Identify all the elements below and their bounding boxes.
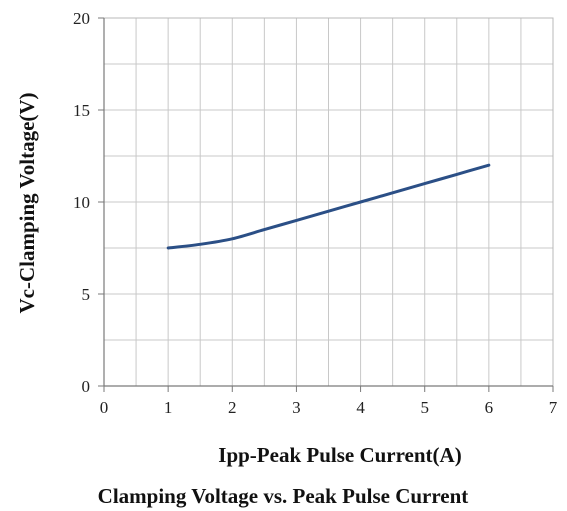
x-tick-label: 4 [356, 398, 365, 417]
series [166, 163, 491, 250]
y-tick-label: 20 [73, 9, 90, 28]
x-tick-label: 5 [420, 398, 429, 417]
x-tick-labels: 0 1 2 3 4 5 6 7 [100, 398, 558, 417]
x-tick-label: 2 [228, 398, 237, 417]
y-tick-label: 10 [73, 193, 90, 212]
y-tick-label: 0 [82, 377, 91, 396]
x-axis-title: Ipp-Peak Pulse Current(A) [218, 443, 461, 467]
y-tick-label: 5 [82, 285, 91, 304]
axes [98, 17, 554, 392]
y-tick-labels: 0 5 10 15 20 [73, 9, 90, 396]
x-tick-label: 0 [100, 398, 109, 417]
y-tick-label: 15 [73, 101, 90, 120]
y-axis-title: Vc-Clamping Voltage(V) [15, 92, 39, 313]
x-tick-label: 1 [164, 398, 173, 417]
gridlines [104, 18, 553, 386]
series-line [166, 163, 491, 250]
x-tick-label: 6 [485, 398, 494, 417]
x-tick-label: 7 [549, 398, 558, 417]
x-tick-label: 3 [292, 398, 301, 417]
chart-title: Clamping Voltage vs. Peak Pulse Current [98, 484, 469, 508]
